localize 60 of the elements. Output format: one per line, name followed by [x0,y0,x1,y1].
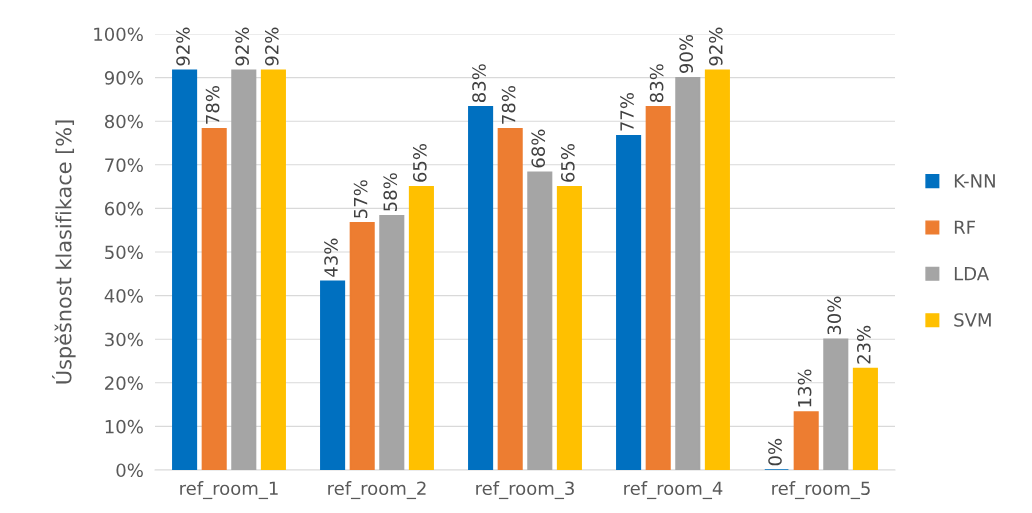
bar [320,280,346,470]
y-tick-label: 50% [105,245,143,260]
legend-label: K-NN [954,174,995,188]
legend-label: RF [954,220,976,234]
data-label: 83% [472,64,486,103]
bar [645,106,671,470]
y-tick-label: 40% [104,289,143,303]
bar [379,215,405,470]
data-label: 92% [176,27,190,66]
data-label: 43% [324,238,338,277]
data-label: 65% [412,143,427,182]
data-label: 58% [383,173,398,211]
y-tick-label: 20% [105,376,143,390]
x-tick-label: ref_room_3 [476,481,574,500]
data-label: 92% [708,27,723,66]
y-tick-label: 70% [105,158,143,172]
bar [172,69,198,470]
bar [201,127,227,470]
bar [793,411,819,470]
x-tick-label: ref_room_5 [772,481,870,500]
data-label: 92% [235,27,250,66]
bar [468,106,494,470]
data-label: 90% [679,34,694,73]
bar [527,171,553,470]
y-tick-label: 10% [105,419,143,434]
y-tick-label: 0% [116,463,143,478]
bar [852,367,878,470]
bar [497,127,523,470]
bar [349,222,375,470]
bar [675,76,701,470]
data-label: 92% [264,27,279,66]
bar [260,69,286,470]
y-tick-label: 30% [105,332,143,347]
bar [408,185,434,470]
bar [704,69,730,470]
y-tick-label: 80% [104,114,143,129]
x-tick-label: ref_room_4 [624,481,723,500]
data-label: 78% [501,85,516,124]
data-label: 83% [649,64,664,103]
x-tick-label: ref_room_1 [180,481,278,500]
legend-label: SVM [954,313,991,327]
bar [823,338,849,470]
data-label: 0% [768,438,782,466]
bar [231,69,257,470]
data-label: 68% [531,129,546,168]
legend-label: LDA [954,267,989,281]
data-label: 78% [205,85,220,124]
x-tick-label: ref_room_2 [328,481,426,500]
y-tick-label: 90% [104,71,143,85]
y-tick-label: 60% [105,201,143,216]
bar [616,134,642,470]
data-label: 13% [797,369,812,407]
data-label: 77% [620,92,634,131]
y-axis-title: Úspěšnost klasifikace [%] [52,120,76,384]
data-label: 23% [856,325,871,364]
y-tick-label: 100% [94,27,143,42]
bar [556,185,582,470]
data-label: 65% [560,143,575,182]
data-label: 57% [353,180,368,218]
data-label: 30% [827,296,842,335]
